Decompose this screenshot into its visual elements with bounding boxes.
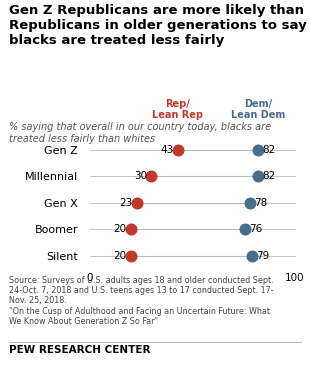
Point — [255, 173, 260, 179]
Point — [249, 253, 254, 258]
Text: 43: 43 — [161, 145, 174, 155]
Point — [255, 147, 260, 153]
Text: 79: 79 — [256, 250, 269, 261]
Point — [128, 253, 133, 258]
Text: Rep/
Lean Rep: Rep/ Lean Rep — [153, 99, 203, 120]
Text: 76: 76 — [250, 224, 263, 234]
Text: 20: 20 — [113, 224, 127, 234]
Text: Dem/
Lean Dem: Dem/ Lean Dem — [231, 99, 285, 120]
Text: 23: 23 — [120, 197, 133, 208]
Text: 78: 78 — [254, 197, 267, 208]
Text: Gen Z Republicans are more likely than
Republicans in older generations to say
b: Gen Z Republicans are more likely than R… — [9, 4, 307, 47]
Point — [175, 147, 180, 153]
Text: PEW RESEARCH CENTER: PEW RESEARCH CENTER — [9, 345, 151, 355]
Text: 82: 82 — [262, 171, 275, 181]
Point — [149, 173, 154, 179]
Text: 82: 82 — [262, 145, 275, 155]
Point — [128, 226, 133, 232]
Text: 20: 20 — [113, 250, 127, 261]
Text: % saying that overall in our country today, blacks are
treated less fairly than : % saying that overall in our country tod… — [9, 122, 272, 144]
Text: Source: Surveys of U.S. adults ages 18 and older conducted Sept.
24-Oct. 7, 2018: Source: Surveys of U.S. adults ages 18 a… — [9, 276, 274, 326]
Point — [243, 226, 248, 232]
Point — [135, 200, 140, 205]
Point — [247, 200, 252, 205]
Text: 30: 30 — [134, 171, 147, 181]
